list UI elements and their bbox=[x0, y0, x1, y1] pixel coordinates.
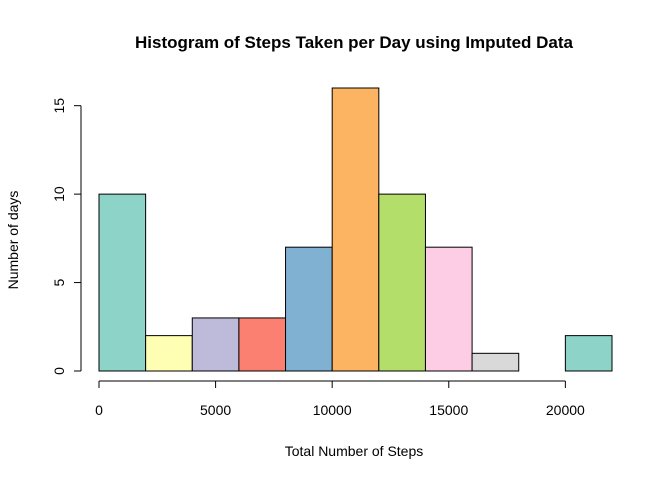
x-axis-label: Total Number of Steps bbox=[285, 443, 424, 459]
histogram-bar-7 bbox=[424, 246, 473, 372]
chart-title: Histogram of Steps Taken per Day using I… bbox=[135, 33, 574, 52]
y-axis: 0 5 10 15 bbox=[51, 98, 82, 375]
x-tick-label-0: 0 bbox=[95, 402, 103, 418]
histogram-bar-6 bbox=[378, 193, 426, 372]
x-tick-label-2: 10000 bbox=[313, 402, 352, 418]
histogram-bar-1 bbox=[145, 335, 193, 372]
x-tick-label-4: 20000 bbox=[546, 402, 585, 418]
y-tick-label-0: 0 bbox=[51, 367, 67, 375]
histogram-bar-4 bbox=[285, 246, 333, 372]
x-tick-label-1: 5000 bbox=[200, 402, 231, 418]
histogram-bar-3 bbox=[238, 317, 287, 372]
bars-group bbox=[98, 87, 613, 372]
x-tick-label-3: 15000 bbox=[429, 402, 468, 418]
histogram-bar-10 bbox=[564, 335, 613, 372]
y-tick-label-2: 10 bbox=[51, 186, 67, 202]
y-tick-label-1: 5 bbox=[51, 278, 67, 286]
y-tick-label-3: 15 bbox=[51, 98, 67, 114]
x-axis: 0 5000 10000 15000 20000 bbox=[95, 380, 585, 418]
histogram-bar-0 bbox=[98, 193, 147, 372]
y-axis-label: Number of days bbox=[5, 191, 21, 290]
histogram-bar-5 bbox=[331, 87, 380, 372]
histogram-bar-2 bbox=[191, 317, 240, 372]
histogram-bar-8 bbox=[471, 352, 520, 372]
